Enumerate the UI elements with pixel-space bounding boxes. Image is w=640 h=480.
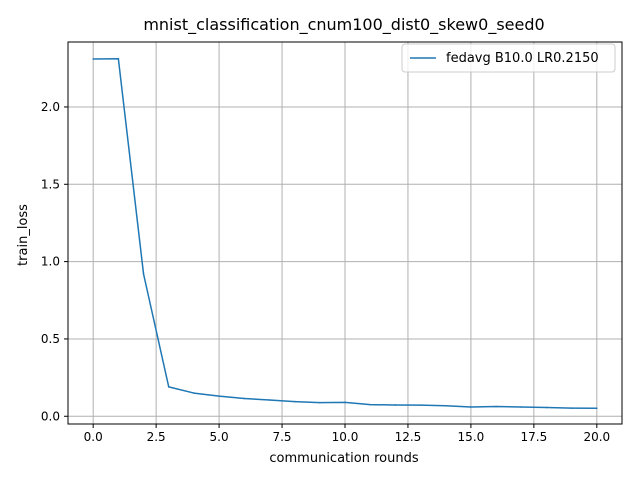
chart-title: mnist_classification_cnum100_dist0_skew0… [143, 15, 544, 35]
y-tick-label: 1.5 [41, 177, 60, 191]
data-point [167, 386, 170, 388]
data-point [369, 403, 371, 406]
data-point [344, 401, 346, 404]
data-point [142, 273, 145, 275]
data-point [268, 399, 271, 401]
legend-box [401, 43, 616, 73]
data-point [444, 404, 447, 407]
y-tick-label: 0.0 [41, 409, 60, 423]
data-point [520, 406, 523, 408]
x-tick-label: 17.5 [521, 430, 548, 444]
x-axis: 0.0 2.5 5.0 7.5 10.0 12.5 15.0 17.5 20.0 [84, 424, 610, 444]
y-tick-label: 0.5 [41, 332, 60, 346]
data-point [419, 404, 422, 406]
data-point [218, 395, 220, 397]
x-tick-label: 7.5 [272, 430, 291, 444]
x-tick-label: 0.0 [84, 430, 103, 444]
legend-label: fedavg B10.0 LR0.2150 [446, 51, 599, 66]
data-point [394, 404, 397, 406]
y-tick-label: 1.0 [41, 255, 60, 269]
y-tick-label: 2.0 [41, 100, 60, 114]
series-layer [92, 57, 598, 410]
data-point [117, 57, 120, 60]
data-point [470, 406, 472, 408]
x-tick-label: 12.5 [395, 430, 422, 444]
data-point [545, 406, 548, 409]
y-axis-label: train_loss [16, 204, 31, 266]
x-tick-label: 10.0 [332, 430, 359, 444]
data-point [495, 405, 497, 408]
y-axis: 0.0 0.5 1.0 1.5 2.0 [41, 100, 68, 423]
data-point [596, 407, 598, 410]
data-point [193, 392, 195, 394]
x-tick-label: 2.5 [147, 430, 166, 444]
x-tick-label: 20.0 [583, 430, 610, 444]
x-tick-label: 5.0 [210, 430, 229, 444]
legend: fedavg B10.0 LR0.2150 [401, 43, 616, 73]
data-point [293, 400, 296, 403]
data-point [92, 58, 94, 60]
grid [68, 42, 622, 424]
data-point [243, 397, 246, 400]
x-axis-label: communication rounds [269, 451, 418, 466]
x-tick-label: 15.0 [458, 430, 485, 444]
data-point [570, 407, 573, 409]
data-point [319, 401, 321, 404]
